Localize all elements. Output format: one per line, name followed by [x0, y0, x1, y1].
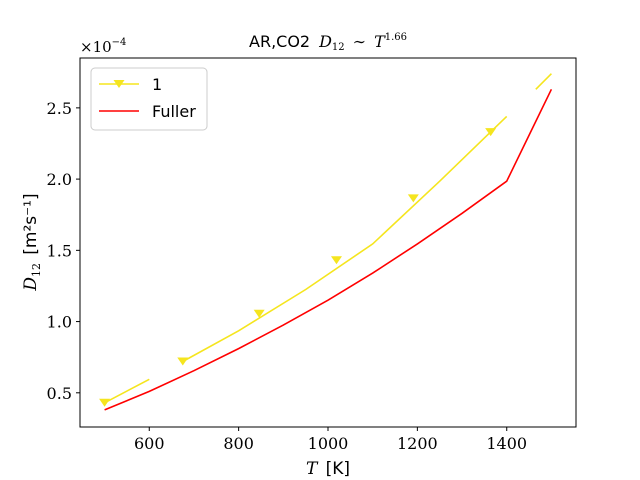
series-1-marker: [330, 256, 342, 265]
legend-label-fuller: Fuller: [152, 102, 196, 121]
y-tick-label: 2.0: [47, 170, 72, 189]
series-layer: [99, 73, 553, 411]
legend-label-series-1: 1: [152, 75, 162, 94]
ticks-layer: 600 800 1000 1200 1400 0.5 1.0 1.5 2.0 2.5: [47, 99, 528, 453]
x-axis-label: T [K]: [306, 459, 350, 479]
x-tick-label: 800: [223, 434, 254, 453]
fuller-line: [104, 88, 553, 411]
series-1-line-segment-2: [182, 115, 508, 363]
series-1-line-segment-1: [104, 378, 150, 404]
chart-title: AR,CO2 D12 ∼ T1.66: [249, 32, 407, 54]
x-tick-label: 600: [134, 434, 165, 453]
y-tick-label: 0.5: [47, 384, 72, 403]
x-tick-label: 1400: [486, 434, 527, 453]
legend: 1 Fuller: [90, 67, 208, 131]
y-axis-label: D12 [m²s⁻¹]: [21, 193, 44, 291]
y-tick-label: 1.0: [47, 313, 72, 332]
y-offset-text: ×10−4: [80, 37, 126, 56]
y-tick-label: 1.5: [47, 241, 72, 260]
series-1-marker: [99, 398, 111, 407]
series-1-marker: [407, 194, 419, 203]
series-1-marker: [485, 128, 497, 137]
x-tick-label: 1000: [308, 434, 349, 453]
x-tick-label: 1200: [397, 434, 438, 453]
series-1-marker: [177, 357, 189, 366]
legend-marker-series-1: [113, 80, 125, 88]
series-1-line-segment-3: [535, 73, 552, 90]
series-1-marker: [253, 309, 265, 318]
y-tick-label: 2.5: [47, 99, 72, 118]
